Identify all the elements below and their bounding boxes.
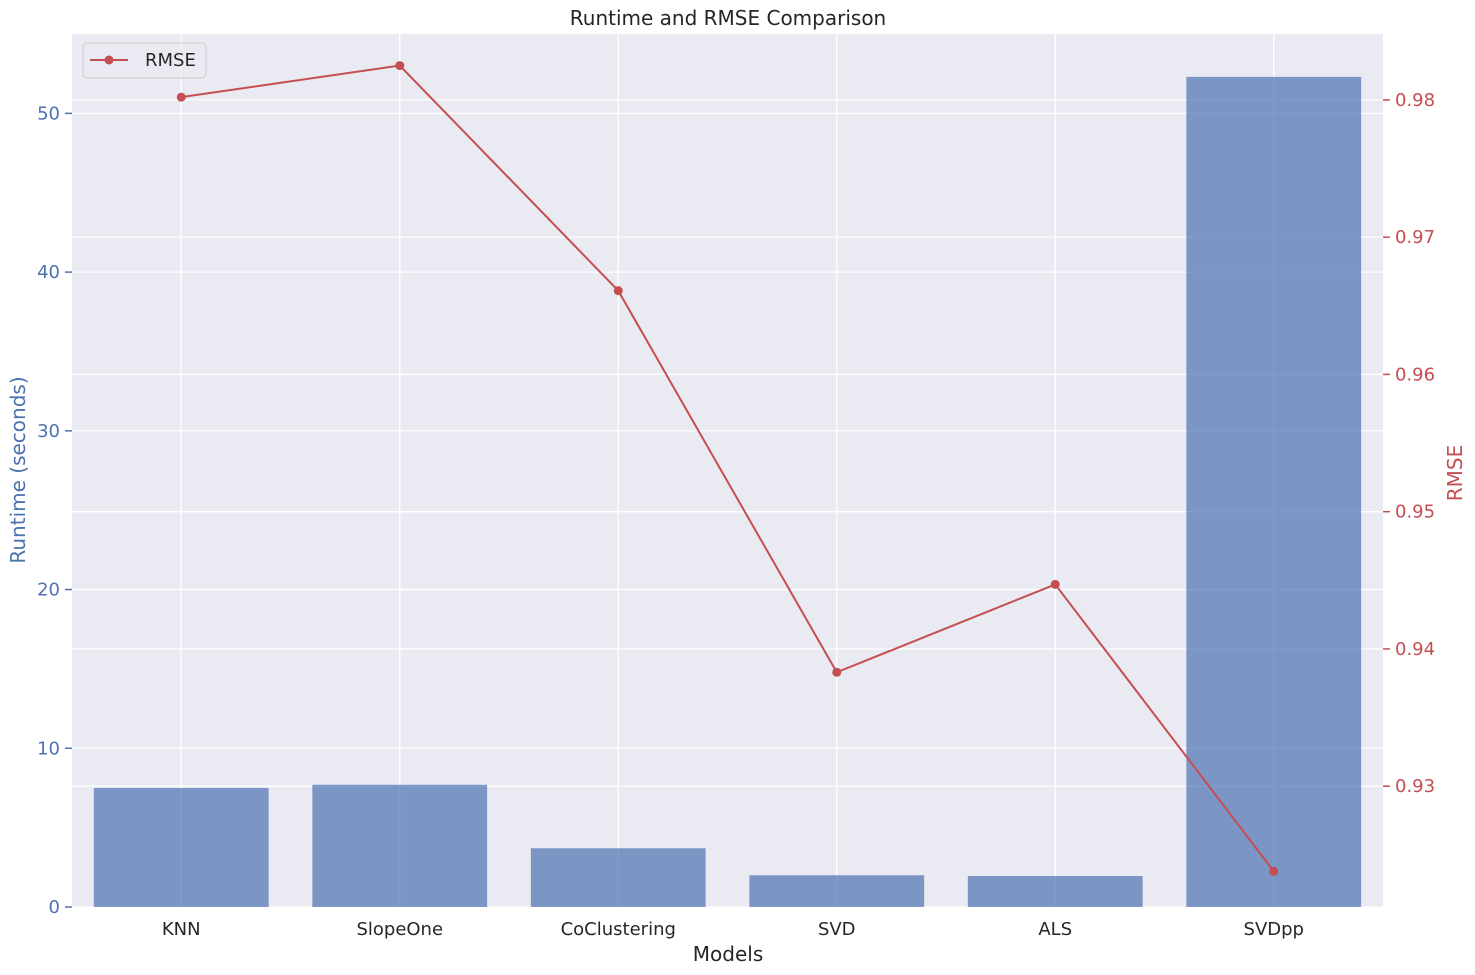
runtime-bars [93,76,1362,907]
rmse-point-svd [832,667,842,677]
right-y-axis-ticks: 0.93 0.94 0.95 0.96 0.97 0.98 [1383,90,1435,797]
left-tick-label: 30 [37,421,60,442]
rmse-line [181,64,1275,872]
rmse-line-series [176,61,1279,876]
right-y-gridlines [72,99,1383,787]
right-tick-label: 0.96 [1395,364,1435,385]
x-axis-title: Models [693,942,763,966]
right-tick-label: 0.94 [1395,639,1435,660]
rmse-point-coclustering [613,286,623,296]
rmse-point-als [1050,579,1060,589]
left-tick-label: 50 [37,103,60,124]
right-tick-label: 0.93 [1395,776,1435,797]
bar-coclustering [530,848,706,907]
x-tick-label: SVDpp [1244,919,1304,940]
bar-slopeone [312,784,488,907]
rmse-point-knn [176,92,186,102]
right-y-axis-title: RMSE [1443,445,1467,501]
bar-svdpp [1186,76,1362,907]
x-tick-label: ALS [1038,919,1072,940]
bar-svd [749,875,925,907]
left-y-axis-title: Runtime (seconds) [6,376,30,563]
right-tick-label: 0.97 [1395,227,1435,248]
legend-rmse-label: RMSE [145,50,196,71]
left-tick-label: 0 [49,897,60,918]
x-tick-label: SlopeOne [356,919,443,940]
left-tick-label: 40 [37,262,60,283]
x-axis-ticks: KNN SlopeOne CoClustering SVD ALS SVDpp [162,919,1304,940]
x-tick-label: CoClustering [561,919,676,940]
legend: RMSE [82,42,207,79]
left-tick-label: 10 [37,738,60,759]
bar-knn [93,787,269,907]
right-tick-label: 0.95 [1395,502,1435,523]
x-tick-label: KNN [162,919,201,940]
rmse-point-svdpp [1269,866,1279,876]
bar-als [967,876,1143,907]
legend-box [82,42,207,79]
rmse-point-slopeone [395,61,405,71]
plot-background [72,34,1383,907]
legend-rmse-marker [104,55,114,65]
x-tick-label: SVD [818,919,856,940]
chart-title: Runtime and RMSE Comparison [570,6,886,30]
right-tick-label: 0.98 [1395,90,1435,111]
left-y-gridlines [72,112,1383,908]
left-y-axis-ticks: 0 10 20 30 40 50 [37,103,72,918]
left-tick-label: 20 [37,580,60,601]
